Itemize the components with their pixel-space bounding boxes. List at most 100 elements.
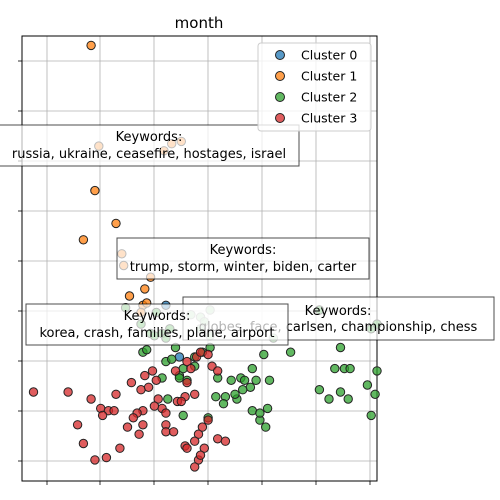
annotation-keywords: trump, storm, winter, biden, carter	[130, 260, 357, 275]
cluster-3-point	[190, 389, 200, 399]
cluster-1-point	[86, 40, 96, 51]
cluster-2-point	[230, 389, 240, 399]
annotation-keywords: russia, ukraine, ceasefire, hostages, is…	[12, 147, 286, 162]
annotation-label: Keywords:	[210, 243, 277, 258]
cluster-3-point	[134, 429, 144, 439]
cluster-3-point	[128, 413, 139, 423]
legend-marker	[275, 71, 285, 81]
cluster-3-point	[161, 427, 171, 437]
cluster-2-point	[330, 363, 340, 374]
cluster-3-point	[86, 394, 96, 404]
chart-title: month	[175, 14, 224, 32]
cluster-3-point	[199, 443, 210, 453]
cluster-3-point	[220, 436, 231, 446]
cluster-3-point	[195, 347, 206, 357]
cluster-3-point	[147, 366, 158, 376]
plot-frame	[21, 35, 378, 482]
cluster-2-point	[370, 389, 380, 399]
legend-marker	[275, 92, 285, 102]
cluster-3-point	[182, 377, 192, 388]
cluster-2-point	[247, 363, 258, 374]
cluster-3-point	[78, 438, 89, 449]
annotation-label: Keywords:	[124, 309, 191, 324]
legend-label: Cluster 3	[301, 111, 357, 126]
annotation-1: Keywords: russia, ukraine, ceasefire, ho…	[0, 124, 300, 167]
cluster-3-point	[126, 377, 137, 388]
cluster-3-point	[182, 356, 192, 367]
cluster-2-point	[245, 382, 256, 392]
cluster-3-point	[151, 375, 162, 385]
cluster-3-point	[186, 363, 196, 374]
cluster-1-point	[111, 218, 121, 229]
cluster-2-point	[314, 385, 325, 395]
annotation-box	[0, 124, 300, 167]
cluster-0-point	[174, 352, 185, 362]
cluster-2-point	[261, 422, 271, 432]
cluster-3-point	[153, 394, 163, 404]
cluster-2-point	[211, 392, 221, 402]
cluster-2-point	[142, 345, 152, 355]
cluster-2-point	[343, 394, 353, 404]
cluster-3-point	[203, 349, 213, 360]
cluster-3-point	[197, 422, 208, 432]
cluster-3-point	[195, 450, 206, 460]
cluster-3-point	[176, 396, 187, 407]
cluster-2-point	[366, 410, 376, 421]
cluster-3-point	[161, 408, 171, 418]
cluster-3-point	[203, 415, 213, 425]
cluster-3-point	[111, 389, 121, 399]
cluster-2-point	[226, 375, 236, 385]
annotation-4: Keywords: korea, crash, families, plane,…	[25, 303, 289, 346]
annotation-box	[116, 237, 370, 280]
cluster-2-point	[163, 394, 173, 404]
legend-label: Cluster 1	[301, 69, 357, 84]
cluster-3-point	[63, 387, 73, 397]
annotation-keywords: korea, crash, families, plane, airport	[39, 326, 274, 341]
cluster-3-point	[138, 420, 148, 430]
cluster-2-point	[345, 363, 355, 374]
cluster-2-point	[251, 375, 261, 385]
cluster-3-point	[190, 462, 200, 472]
cluster-3-point	[28, 387, 39, 397]
cluster-2-point	[372, 366, 382, 376]
cluster-3-point	[168, 427, 179, 437]
annotation-label: Keywords:	[116, 130, 183, 145]
cluster-2-point	[259, 349, 269, 360]
cluster-2-point	[262, 403, 273, 414]
cluster-3-point	[190, 436, 200, 446]
annotation-2: Keywords: trump, storm, winter, biden, c…	[116, 237, 370, 280]
cluster-1-point	[124, 291, 135, 301]
cluster-3-point	[97, 410, 108, 421]
cluster-3-point	[143, 382, 154, 392]
cluster-2-point	[255, 408, 265, 418]
cluster-3-point	[122, 422, 133, 432]
cluster-2-point	[335, 387, 346, 397]
data-points	[28, 40, 382, 472]
cluster-2-point	[218, 399, 229, 409]
cluster-3-point	[193, 429, 204, 439]
cluster-3-point	[90, 455, 100, 465]
cluster-2-point	[167, 354, 177, 364]
cluster-1-point	[78, 235, 89, 245]
cluster-3-point	[182, 443, 192, 453]
cluster-2-point	[285, 347, 296, 357]
cluster-3-point	[115, 443, 125, 453]
cluster-3-point	[140, 370, 150, 381]
cluster-2-point	[335, 342, 346, 353]
cluster-2-point	[362, 380, 373, 390]
cluster-2-point	[264, 375, 275, 385]
cluster-3-point	[213, 434, 223, 444]
legend-frame	[257, 42, 372, 132]
legend-marker	[275, 113, 285, 123]
annotation-box	[25, 303, 289, 346]
cluster-3-point	[101, 452, 112, 463]
cluster-2-point	[178, 410, 188, 421]
legend-marker	[275, 50, 285, 60]
cluster-2-point	[324, 394, 334, 404]
cluster-1-point	[140, 284, 150, 294]
cluster-3-point	[170, 366, 181, 376]
legend-label: Cluster 0	[301, 48, 357, 63]
cluster-3-point	[109, 406, 119, 416]
legend-label: Cluster 2	[301, 90, 357, 105]
